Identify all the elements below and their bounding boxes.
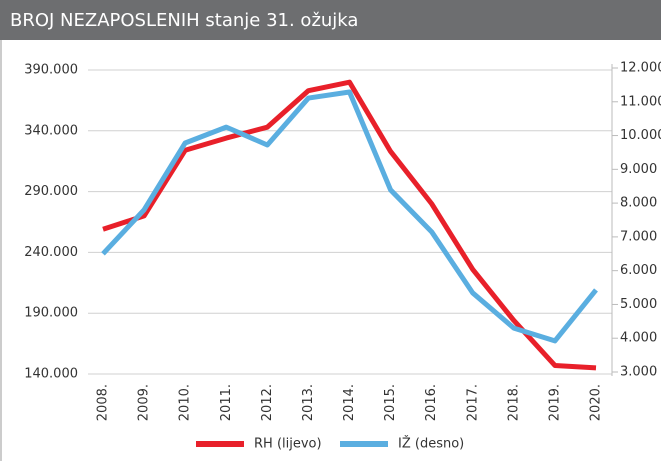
x-tick-label: 2010. (178, 384, 193, 421)
x-tick-label: 2019. (547, 384, 562, 421)
y2-tick-label: 5.000 (620, 297, 657, 312)
series-line (101, 89, 598, 344)
x-tick-label: 2016. (424, 384, 439, 421)
y-tick-label: 290.000 (24, 184, 78, 199)
y2-tick-label: 11.000 (620, 94, 661, 109)
y2-tick-label: 10.000 (620, 128, 661, 143)
x-tick-label: 2012. (260, 384, 275, 421)
y-tick-label: 390.000 (24, 63, 78, 78)
x-tick-label: 2009. (137, 384, 152, 421)
x-tick-label: 2014. (342, 384, 357, 421)
y-tick-label: 240.000 (24, 245, 78, 260)
y2-tick-label: 3.000 (620, 365, 657, 380)
x-tick-label: 2011. (219, 384, 234, 421)
y2-tick-label: 4.000 (620, 331, 657, 346)
x-tick-label: 2015. (383, 384, 398, 421)
y2-tick-label: 9.000 (620, 162, 657, 177)
x-tick-label: 2017. (465, 384, 480, 421)
y-tick-label: 190.000 (24, 306, 78, 321)
y-tick-label: 340.000 (24, 123, 78, 138)
y2-tick-label: 8.000 (620, 196, 657, 211)
x-tick-label: 2020. (589, 384, 604, 421)
y2-tick-label: 6.000 (620, 263, 657, 278)
x-tick-label: 2018. (506, 384, 521, 421)
y2-tick-label: 7.000 (620, 229, 657, 244)
x-tick-label: 2013. (301, 384, 316, 421)
x-tick-label: 2008. (96, 384, 111, 421)
y-tick-label: 140.000 (24, 367, 78, 382)
legend-label: RH (lijevo) (254, 437, 322, 452)
title-band (0, 0, 661, 40)
chart-title: BROJ NEZAPOSLENIH stanje 31. ožujka (10, 10, 358, 31)
legend-label: IŽ (desno) (398, 436, 464, 452)
series-line (102, 79, 597, 371)
y2-tick-label: 12.000 (620, 61, 661, 76)
